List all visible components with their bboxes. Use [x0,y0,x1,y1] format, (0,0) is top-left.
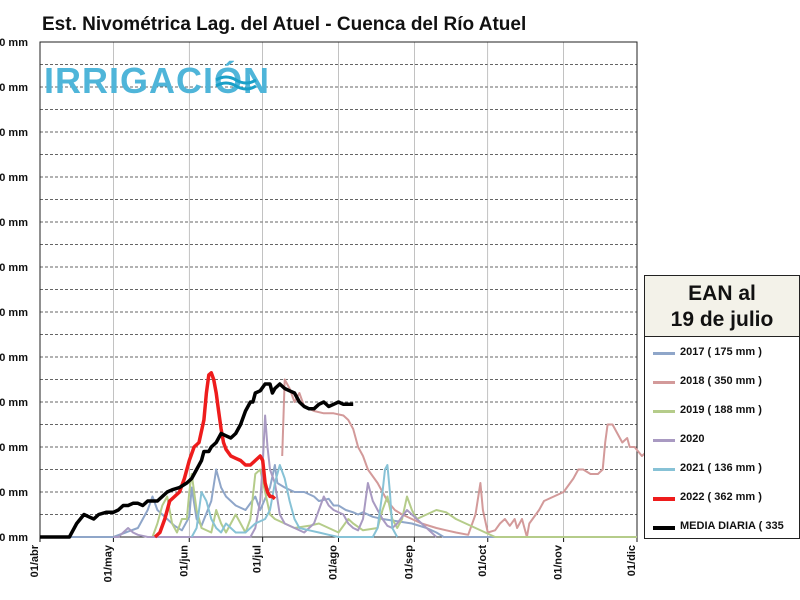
legend-swatch [653,439,675,442]
x-tick-label: 01/ago [328,545,340,580]
legend-swatch [653,526,675,530]
series-line-media-diaria [40,382,354,539]
x-tick-label: 01/jul [252,545,264,573]
x-tick-label: 01/jun [178,545,190,577]
x-tick-label: 01/may [102,544,114,582]
y-tick-label: 00 mm [0,307,28,319]
legend-swatch [653,468,675,471]
series-line-2020 [113,414,438,538]
legend-swatch [653,410,675,413]
legend-item: 2022 ( 362 mm ) [645,488,800,508]
legend-label: MEDIA DIARIA ( 335 [680,520,784,532]
x-tick-label: 01/oct [477,545,489,577]
chart-title: Est. Nivométrica Lag. del Atuel - Cuenca… [42,14,527,35]
ean-line2: 19 de julio [670,308,774,331]
legend-swatch [653,497,675,501]
ean-box: EAN al 19 de julio [644,275,800,337]
legend-label: 2021 ( 136 mm ) [680,462,762,474]
irrigacion-logo: IRRIGACIÓN [44,60,270,101]
y-tick-label: 00 mm [0,127,28,139]
legend-item: 2019 ( 188 mm ) [645,401,800,421]
logo-wave-icon [215,75,257,91]
y-tick-label: 00 mm [0,82,28,94]
legend-swatch [653,381,675,384]
y-tick-label: 0 mm [0,532,28,544]
x-tick-label: 01/nov [553,544,565,580]
y-tick-label: 00 mm [0,442,28,454]
x-tick-label: 01/dic [626,545,638,576]
legend-label: 2018 ( 350 mm ) [680,375,762,387]
y-tick-label: 00 mm [0,37,28,49]
y-tick-label: 00 mm [0,262,28,274]
ean-line1: EAN al [688,282,756,305]
y-tick-label: 00 mm [0,172,28,184]
x-tick-label: 01/sep [403,545,415,580]
legend-item: 2017 ( 175 mm ) [645,343,800,363]
series-line-2018 [281,378,682,538]
series-line-2021 [190,464,399,538]
y-tick-label: 00 mm [0,397,28,409]
series-line-2017 [40,464,637,538]
legend-label: 2017 ( 175 mm ) [680,346,762,358]
legend-label: 2019 ( 188 mm ) [680,404,762,416]
legend-label: 2022 ( 362 mm ) [680,491,762,503]
y-tick-label: 00 mm [0,352,28,364]
legend: 2017 ( 175 mm ) 2018 ( 350 mm ) 2019 ( 188… [644,337,800,539]
legend-item: 2018 ( 350 mm ) [645,372,800,392]
y-tick-label: 00 mm [0,217,28,229]
legend-item: 2021 ( 136 mm ) [645,459,800,479]
legend-item: MEDIA DIARIA ( 335 [645,517,800,537]
legend-label: 2020 [680,433,705,445]
y-tick-label: 00 mm [0,487,28,499]
legend-swatch [653,352,675,355]
x-tick-label: 01/abr [29,544,41,577]
legend-item: 2020 [645,430,800,450]
